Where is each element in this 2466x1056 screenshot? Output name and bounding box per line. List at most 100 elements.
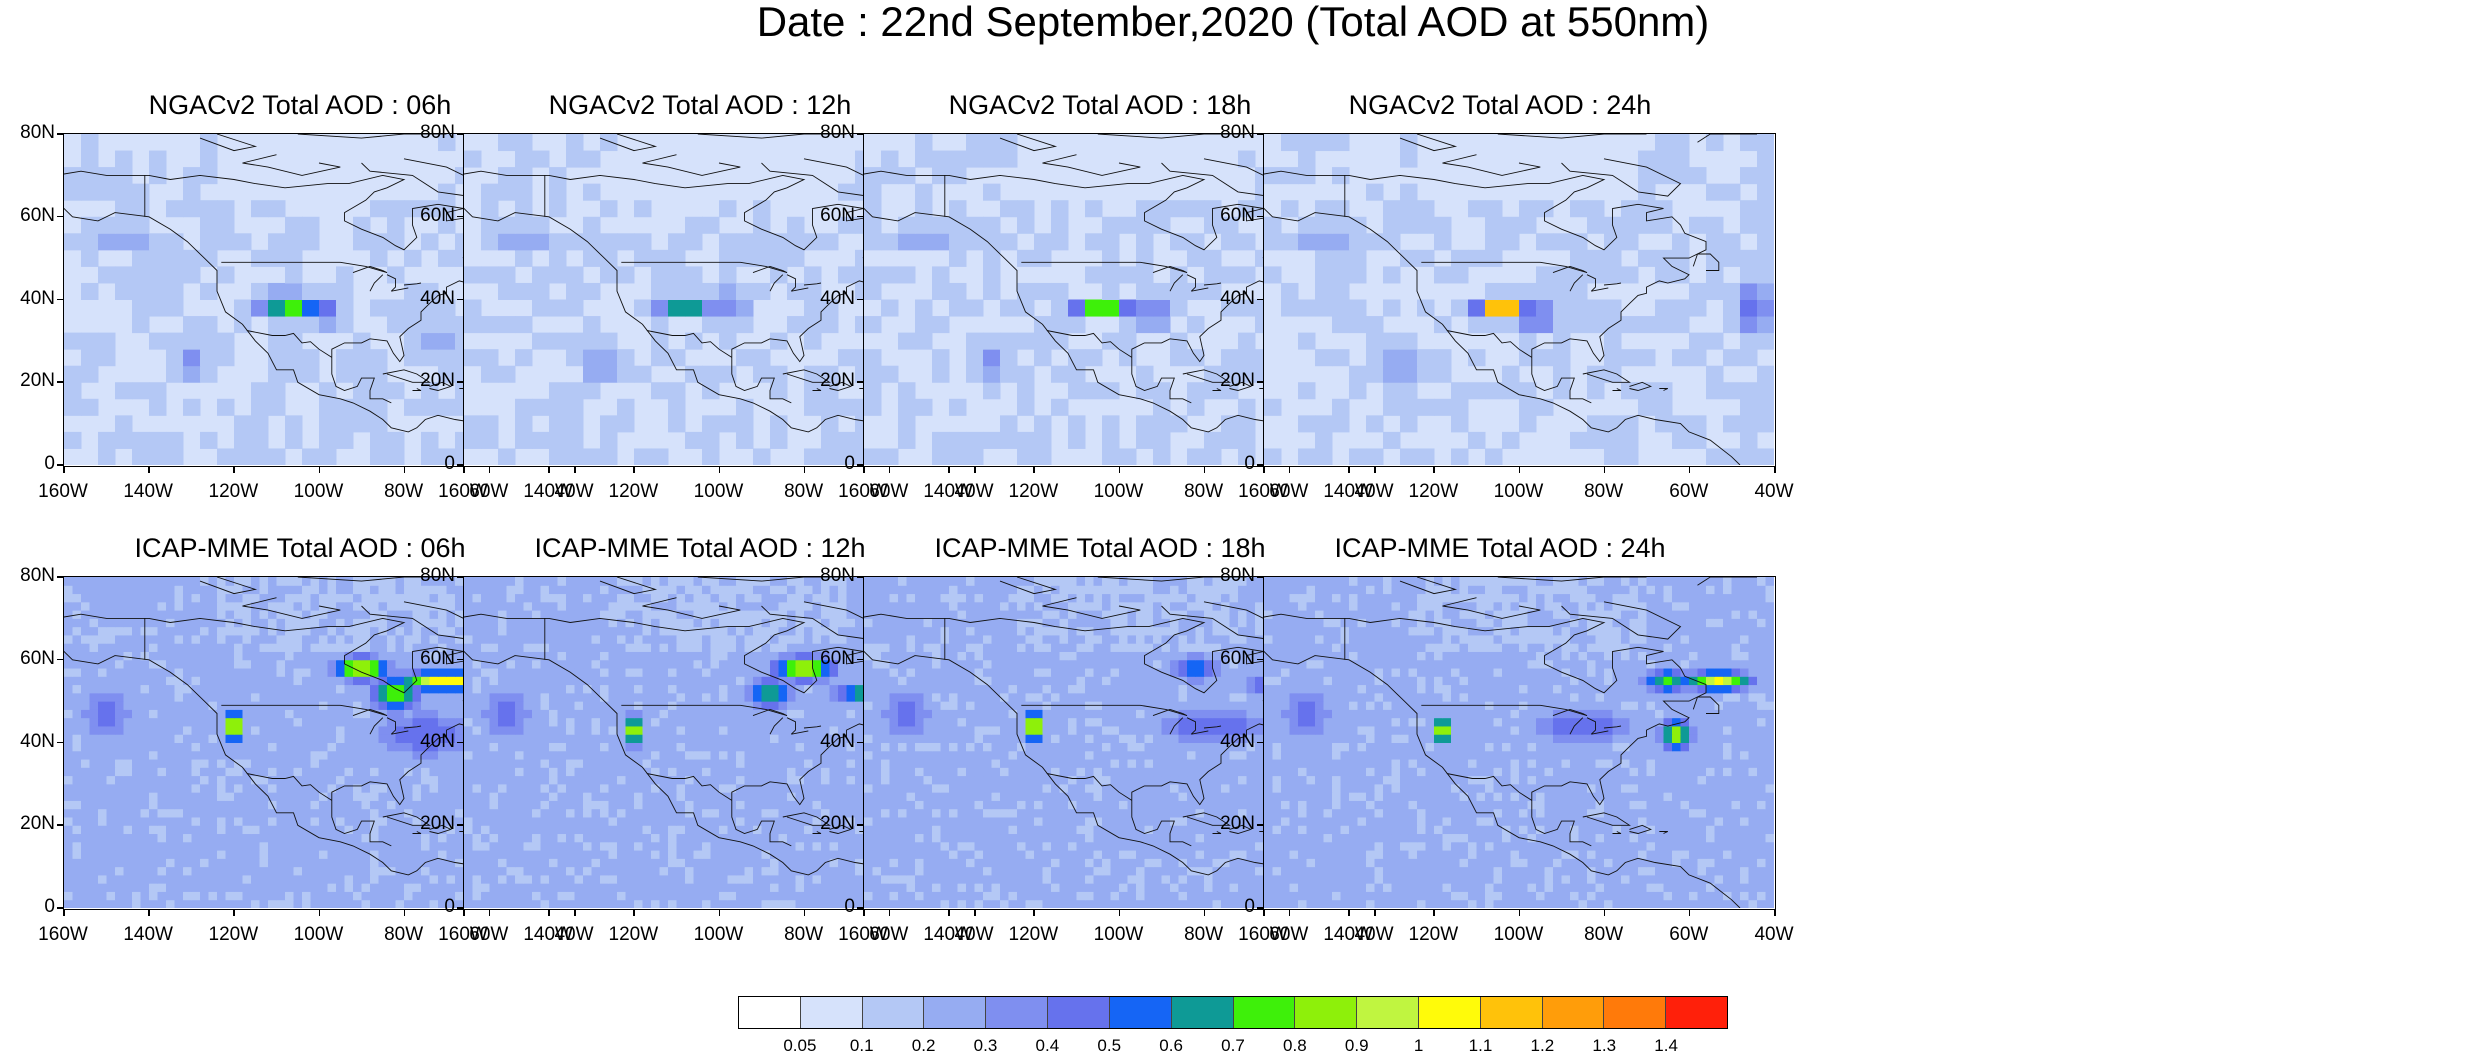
lon-tick-label: 40W xyxy=(1754,924,1794,945)
lat-tick xyxy=(1257,658,1263,661)
lat-tick-label: 0 xyxy=(844,896,855,917)
lat-tick-label: 20N xyxy=(20,370,55,392)
lon-tick xyxy=(463,910,465,916)
lon-tick-label: 60W xyxy=(1269,481,1309,502)
lon-tick xyxy=(318,910,320,916)
lat-tick xyxy=(857,133,863,135)
lat-tick xyxy=(57,576,63,578)
lon-tick-label: 40W xyxy=(1354,481,1394,502)
coastlines xyxy=(464,134,957,465)
lat-tick xyxy=(1257,741,1263,743)
lon-tick-label: 60W xyxy=(869,481,909,502)
lat-tick-label: 0 xyxy=(1244,453,1255,474)
lon-tick xyxy=(863,910,865,916)
lon-tick-label: 60W xyxy=(469,924,509,945)
lat-tick-label: 60N xyxy=(420,647,455,669)
lat-tick xyxy=(857,576,863,578)
lon-tick xyxy=(948,910,950,916)
lon-tick xyxy=(1433,910,1435,916)
lon-tick-label: 60W xyxy=(1269,924,1309,945)
lon-tick xyxy=(1774,910,1776,916)
lat-tick-label: 0 xyxy=(44,896,55,917)
coastlines xyxy=(64,134,557,465)
lon-tick xyxy=(233,467,235,473)
map-panel: NGACv2 Total AOD : 24h 80N 60N 40N 20N 0 160W 1… xyxy=(1200,90,1793,535)
lon-tick xyxy=(548,910,550,916)
panel-title: ICAP-MME Total AOD : 06h xyxy=(134,533,466,563)
lat-tick xyxy=(57,824,63,826)
lat-tick xyxy=(57,907,63,909)
lon-tick xyxy=(974,467,976,473)
colorbar-label: 0.1 xyxy=(849,1036,874,1055)
colorbar-swatch xyxy=(1480,997,1543,1028)
lon-tick-label: 40W xyxy=(554,481,594,502)
lon-tick-label: 160W xyxy=(438,924,488,945)
colorbar-swatch xyxy=(1109,997,1172,1028)
lon-tick xyxy=(803,467,806,473)
lon-tick xyxy=(318,467,320,473)
lat-tick xyxy=(57,658,63,661)
lat-tick-label: 0 xyxy=(444,453,455,474)
lon-tick xyxy=(1203,910,1206,916)
lat-tick-label: 80N xyxy=(820,565,855,586)
lat-tick-label: 40N xyxy=(20,287,55,309)
aod-grid-cells xyxy=(1264,577,1774,908)
lon-tick xyxy=(803,910,806,916)
lat-tick-label: 40N xyxy=(420,730,455,752)
lon-tick xyxy=(1774,467,1776,473)
lon-tick xyxy=(488,467,491,473)
lon-tick-label: 100W xyxy=(1093,481,1144,502)
lat-tick-label: 40N xyxy=(420,287,455,309)
lon-tick xyxy=(1433,467,1435,473)
lon-tick-label: 100W xyxy=(1493,481,1544,502)
aod-map-svg xyxy=(864,134,1374,465)
lon-tick-label: 100W xyxy=(1493,924,1544,945)
lat-tick-label: 20N xyxy=(20,813,55,835)
colorbar-swatch xyxy=(1604,997,1667,1028)
lon-tick-label: 160W xyxy=(1238,924,1288,945)
lon-tick-label: 80W xyxy=(784,481,824,502)
lon-tick xyxy=(63,467,65,473)
lon-tick-label: 160W xyxy=(438,481,488,502)
lon-tick xyxy=(148,910,150,916)
lon-tick-label: 100W xyxy=(293,924,344,945)
lon-tick xyxy=(1288,910,1291,916)
panel-title: NGACv2 Total AOD : 12h xyxy=(548,90,852,120)
lon-tick-label: 120W xyxy=(208,481,259,502)
colorbar-swatch xyxy=(1666,997,1727,1028)
lat-tick xyxy=(457,298,463,300)
lon-tick-label: 60W xyxy=(469,481,509,502)
lat-tick xyxy=(1257,215,1263,218)
panel-title: ICAP-MME Total AOD : 18h xyxy=(934,533,1266,563)
lon-tick-label: 160W xyxy=(838,481,888,502)
lat-tick xyxy=(1257,576,1263,578)
lon-tick xyxy=(633,467,635,473)
coastlines xyxy=(1264,577,1757,908)
lat-tick xyxy=(1257,133,1263,135)
lat-tick-label: 20N xyxy=(820,370,855,392)
lat-tick xyxy=(857,658,863,661)
lon-tick xyxy=(1603,910,1606,916)
lon-tick-label: 120W xyxy=(608,481,659,502)
lon-tick-label: 80W xyxy=(1584,481,1624,502)
colorbar-swatch xyxy=(986,997,1049,1028)
lat-tick xyxy=(857,298,863,300)
lat-tick-label: 0 xyxy=(444,896,455,917)
lon-tick-label: 100W xyxy=(1093,924,1144,945)
figure-title: Date : 22nd September,2020 (Total AOD at… xyxy=(756,0,1710,45)
colorbar-swatch xyxy=(1295,997,1358,1028)
lon-tick-label: 40W xyxy=(554,924,594,945)
lon-tick xyxy=(574,467,576,473)
lon-tick xyxy=(633,910,635,916)
lat-tick xyxy=(457,215,463,218)
aod-colorbar xyxy=(738,996,1728,1029)
lat-tick xyxy=(457,133,463,135)
lon-tick xyxy=(948,467,950,473)
lat-tick xyxy=(857,907,863,909)
lat-tick-label: 40N xyxy=(820,730,855,752)
lon-tick-label: 100W xyxy=(293,481,344,502)
lat-tick xyxy=(457,741,463,743)
panel-title: NGACv2 Total AOD : 06h xyxy=(148,90,452,120)
lon-tick xyxy=(403,910,406,916)
lon-tick xyxy=(1203,467,1206,473)
